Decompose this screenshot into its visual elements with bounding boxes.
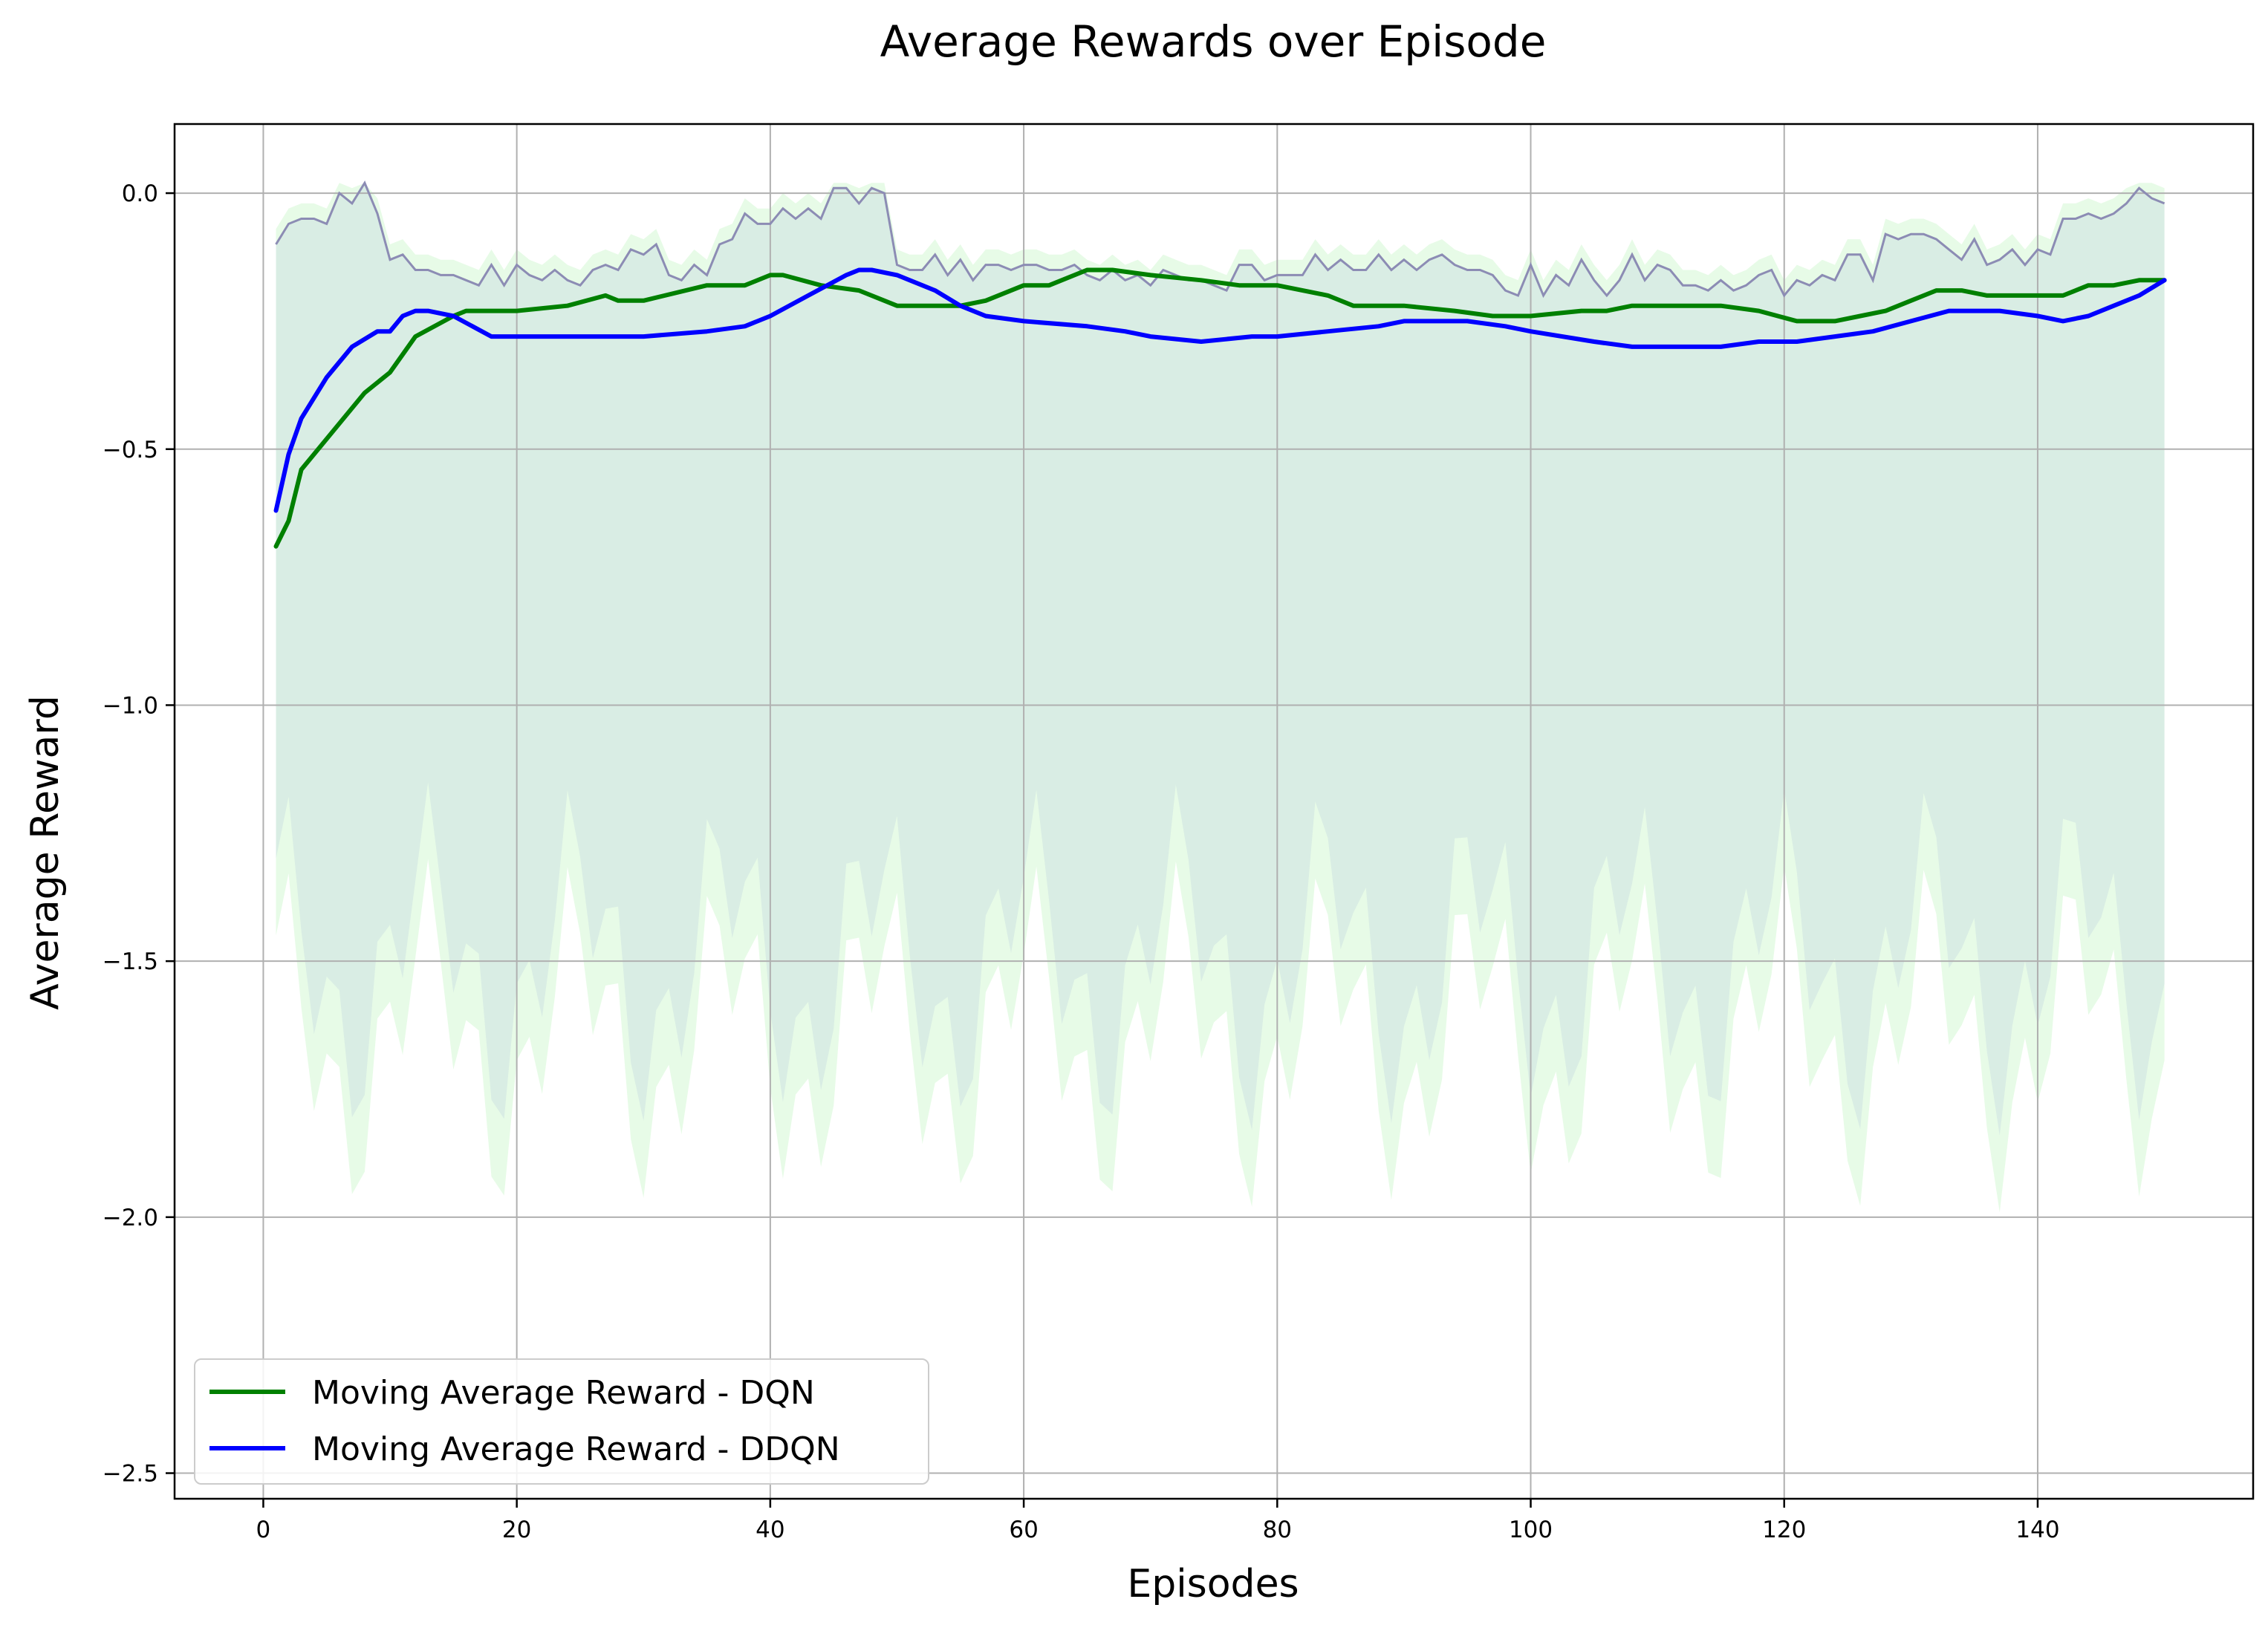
ddqn-band-area <box>276 183 2165 1136</box>
x-tick-label: 140 <box>2015 1517 2059 1543</box>
x-tick-label: 100 <box>1509 1517 1553 1543</box>
series-lines <box>273 267 2167 549</box>
x-tick-label: 20 <box>502 1517 531 1543</box>
ddqn-raw-line <box>275 180 2165 299</box>
grid-lines <box>175 124 2253 1499</box>
series-line-dqn <box>273 267 2167 549</box>
x-axis-title: Episodes <box>1127 1562 1299 1606</box>
y-tick-label: −0.5 <box>103 437 158 463</box>
plot-frame <box>173 123 2255 1500</box>
y-tick-label: −1.5 <box>103 948 158 975</box>
x-tick-label: 40 <box>756 1517 784 1543</box>
legend-box <box>194 1358 929 1485</box>
tick-labels: 0 20 40 60 80 100 120 140 0.0 −0.5 −1.0 −1.5 −2.0 −2.… <box>103 180 2060 1543</box>
x-tick-label: 0 <box>256 1517 271 1543</box>
x-tick-label: 60 <box>1009 1517 1038 1543</box>
legend-label-ddqn: Moving Average Reward - DDQN <box>312 1430 840 1468</box>
x-tick-label: 120 <box>1762 1517 1806 1543</box>
y-tick-label: −1.0 <box>103 692 158 719</box>
chart-title: Average Rewards over Episode <box>880 16 1547 67</box>
y-tick-label: −2.5 <box>103 1461 158 1488</box>
y-tick-label: 0.0 <box>122 180 158 207</box>
y-axis-title: Average Reward <box>23 695 68 1010</box>
legend-label-dqn: Moving Average Reward - DQN <box>312 1374 815 1412</box>
ddqn-raw-rewards <box>275 180 2165 299</box>
dqn-variance-band <box>276 183 2165 1213</box>
dqn-band-area <box>276 183 2165 1213</box>
x-tick-label: 80 <box>1263 1517 1292 1543</box>
axes <box>166 123 2255 1508</box>
series-line-ddqn <box>273 267 2167 513</box>
ddqn-variance-band <box>276 183 2165 1136</box>
legend: Moving Average Reward - DQN Moving Avera… <box>194 1358 929 1485</box>
y-tick-label: −2.0 <box>103 1205 158 1231</box>
